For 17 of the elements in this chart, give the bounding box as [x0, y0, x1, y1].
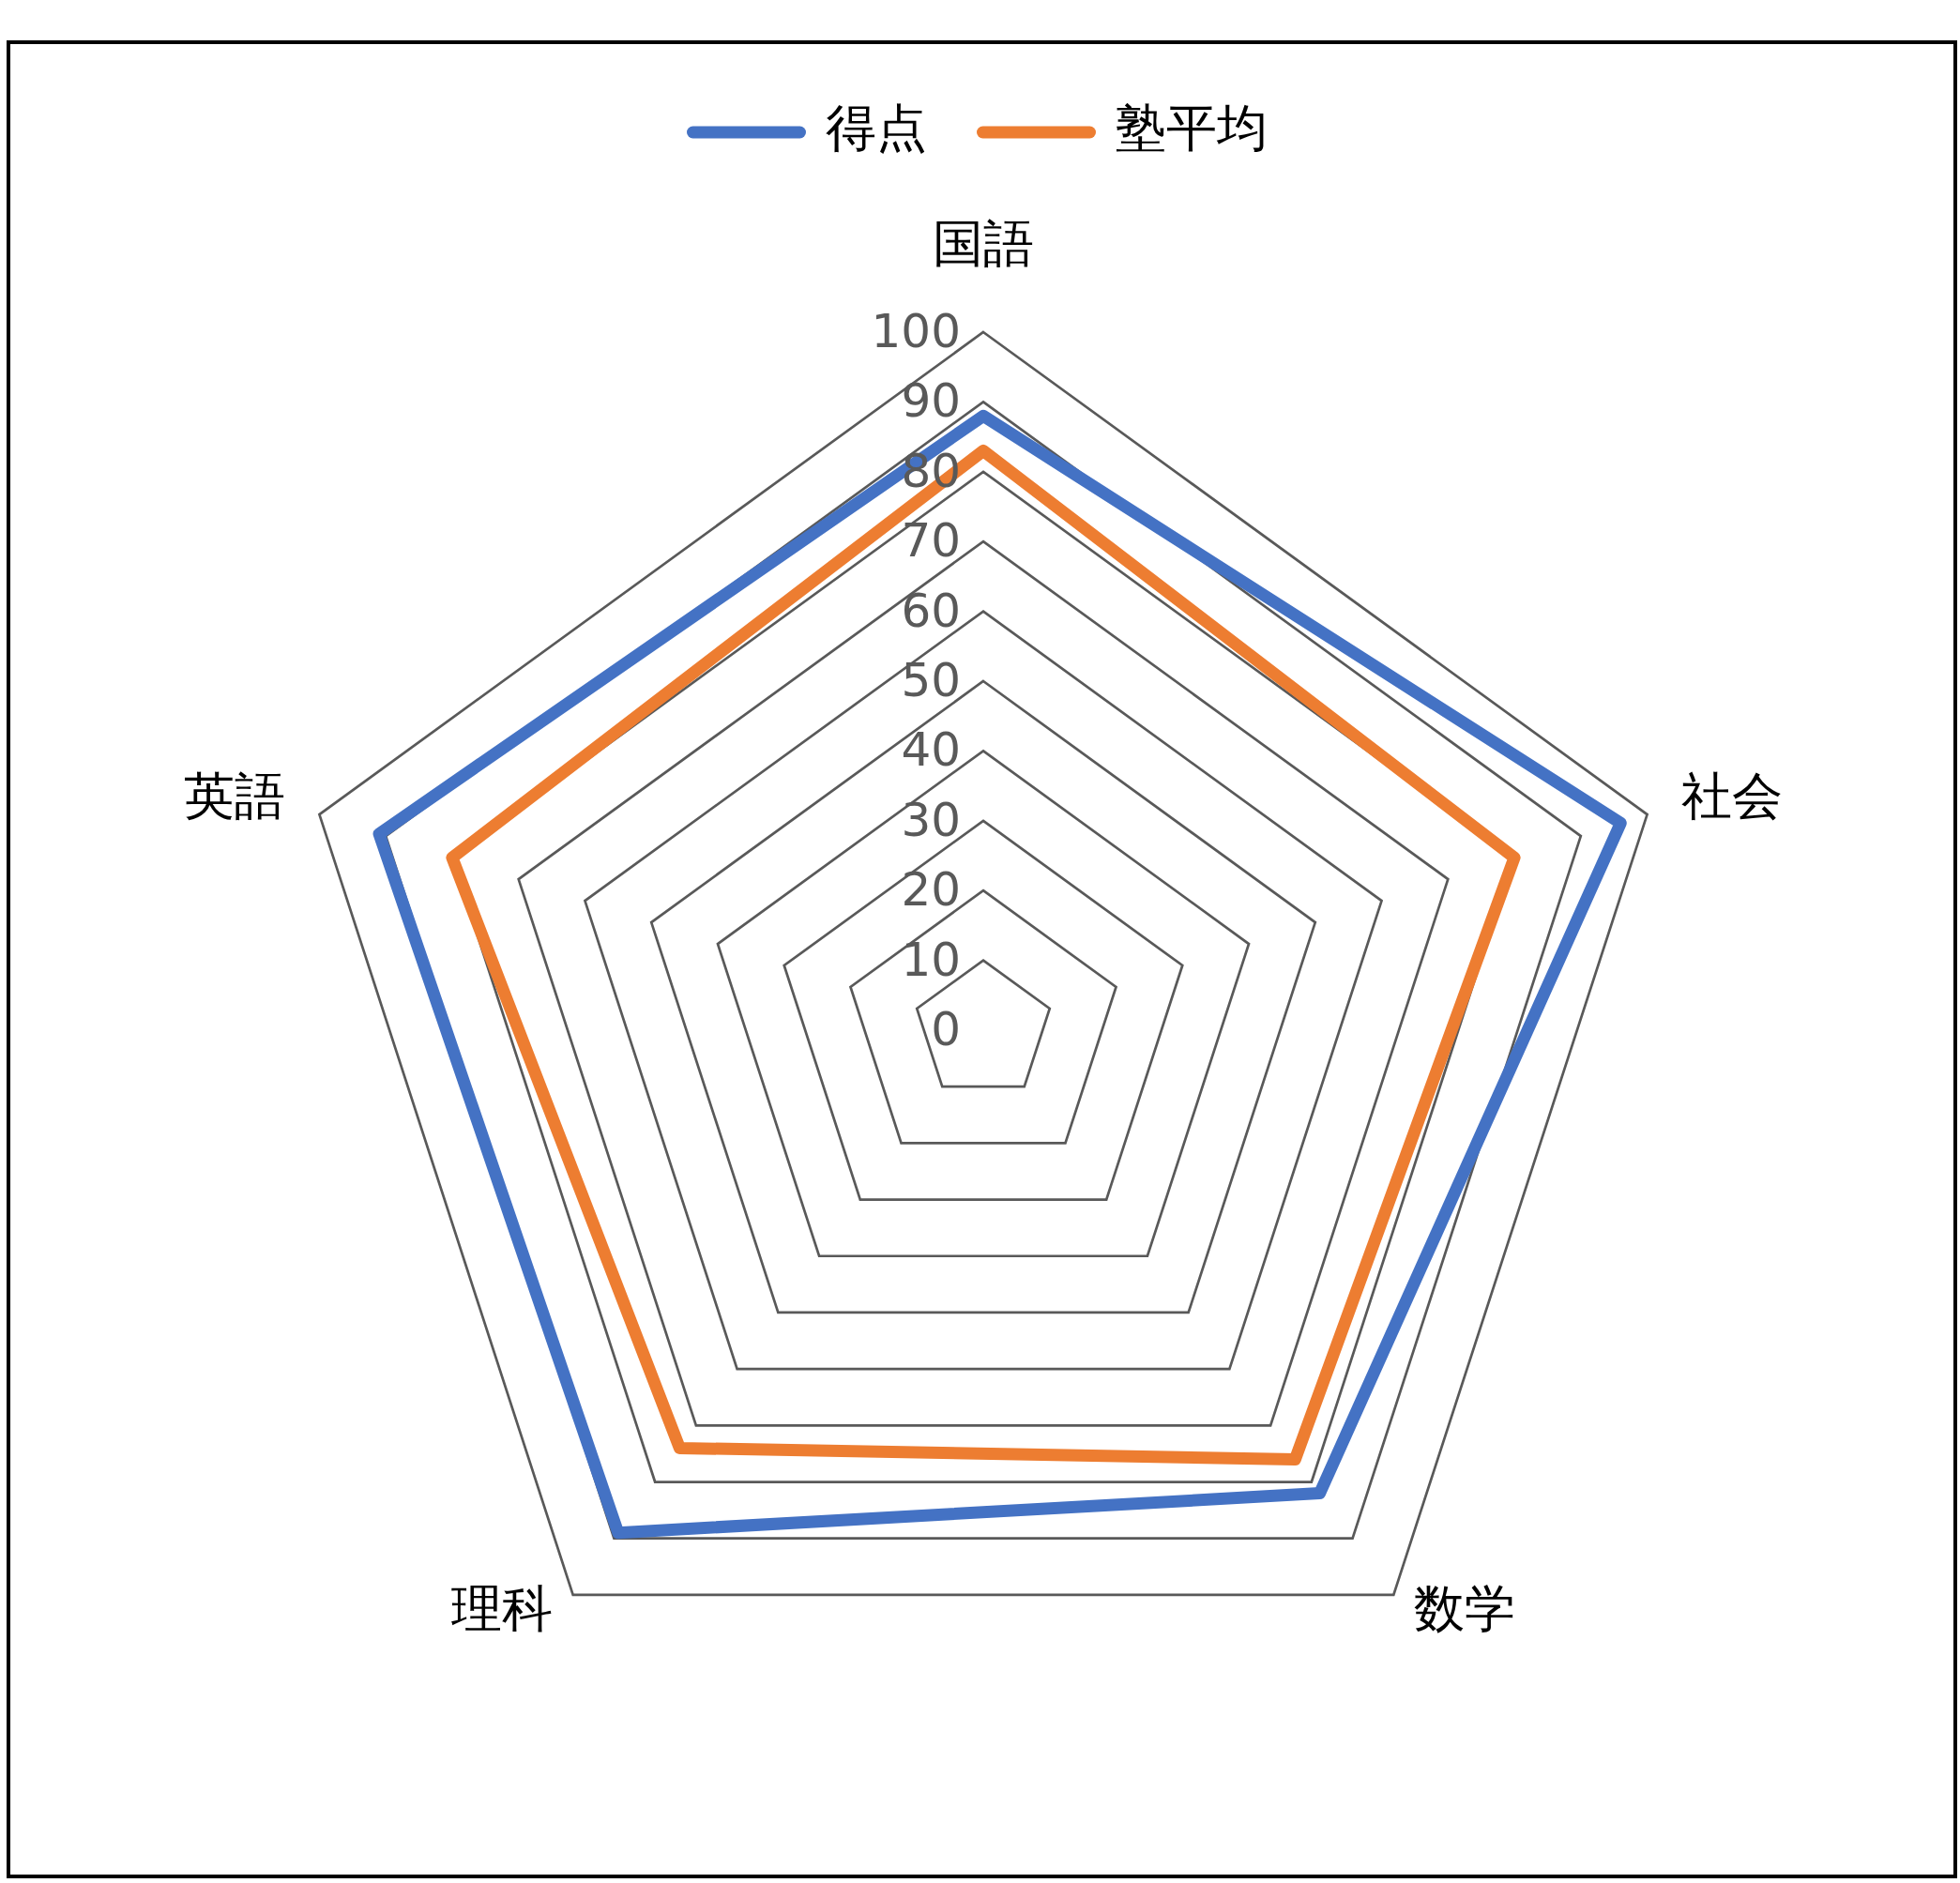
y-tick-label: 20 [901, 862, 961, 918]
spoke-label: 国語 [933, 214, 1034, 274]
y-tick-label: 30 [901, 792, 961, 847]
legend-label: 得点 [825, 99, 927, 159]
y-tick-label: 0 [931, 1001, 961, 1056]
spoke-label: 数学 [1414, 1578, 1516, 1638]
y-tick-label: 40 [901, 722, 961, 778]
y-tick-label: 70 [901, 513, 961, 569]
spoke-label: 理科 [450, 1578, 553, 1638]
y-tick-label: 60 [901, 583, 961, 638]
y-tick-label: 90 [901, 373, 961, 429]
legend-label: 塾平均 [1115, 99, 1268, 159]
y-tick-label: 10 [901, 932, 961, 987]
spoke-label: 英語 [184, 767, 286, 827]
spoke-label: 社会 [1680, 767, 1783, 827]
y-tick-label: 100 [871, 303, 961, 358]
y-tick-label: 50 [901, 652, 961, 707]
